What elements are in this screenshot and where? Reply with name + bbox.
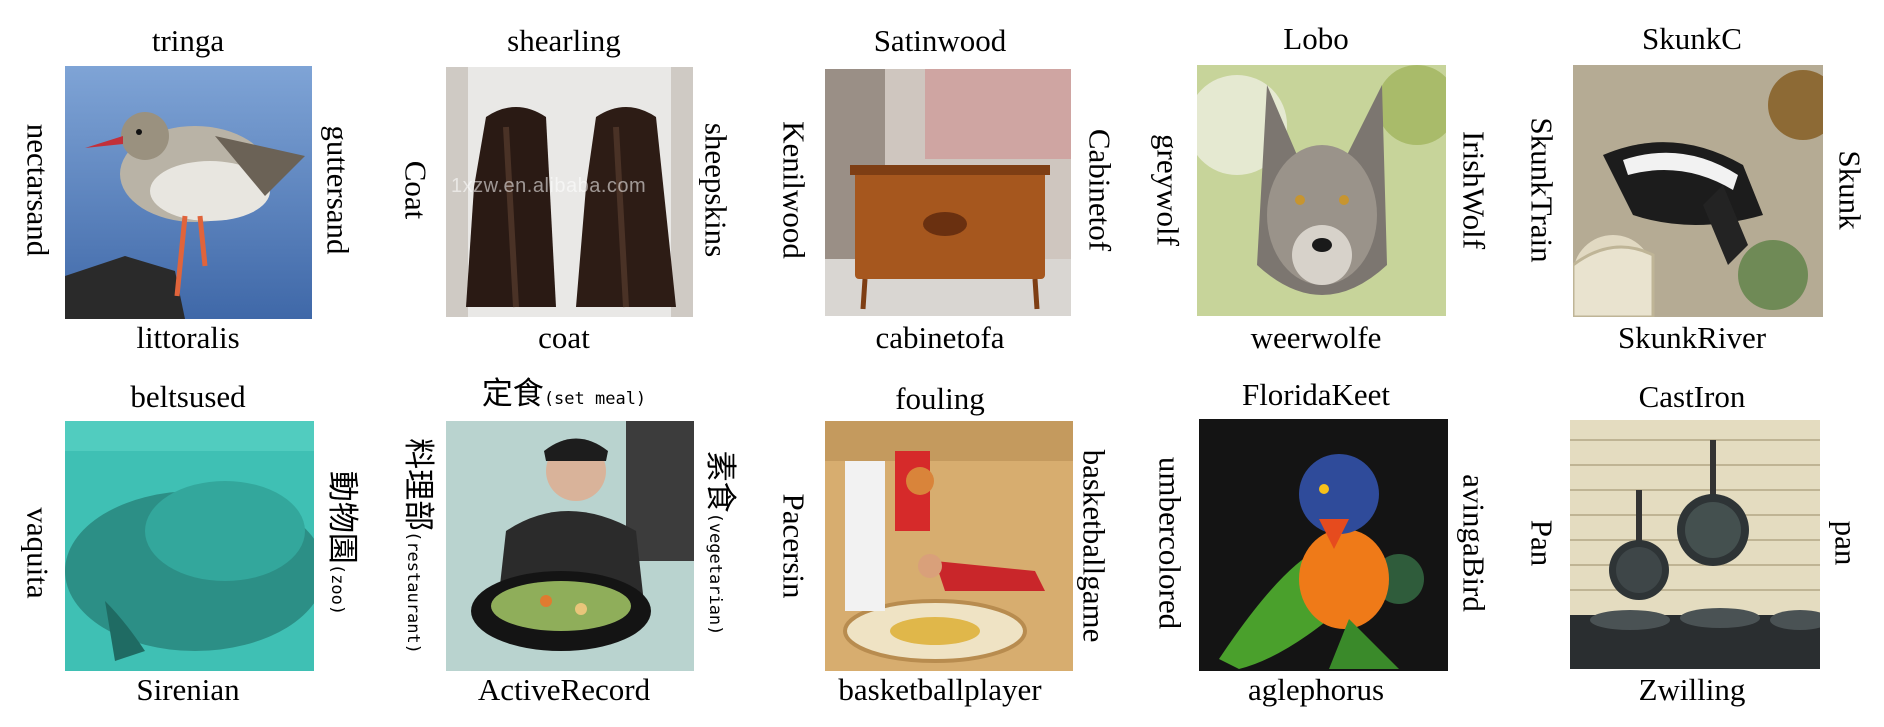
photo-parrot [1199,419,1448,671]
top-label: tringa [151,23,225,58]
photo-skunk [1573,65,1823,317]
grid-cell-bird: tringa littoralis nectarsand guttersand [0,0,376,363]
top-label: FloridaKeet [1241,377,1391,412]
grid-cell-pans: CastIron Zwilling Pan pan [1504,363,1880,726]
bottom-label: aglephorus [1247,672,1385,707]
bottom-label: coat [538,320,590,355]
photo-cabinet [825,69,1071,316]
grid-cell-basketball: fouling basketballplayer Pacersin basket… [752,363,1128,726]
bottom-label: basketballplayer [838,672,1042,707]
top-label: fouling [895,381,985,416]
bottom-label: Zwilling [1638,672,1746,707]
top-label: Satinwood [873,23,1007,58]
bottom-label: Sirenian [136,672,240,707]
bottom-label: ActiveRecord [477,672,651,707]
grid-cell-meal: 定食(set meal) ActiveRecord 料理部(restaurant… [376,363,752,726]
bottom-label: cabinetofa [875,320,1005,355]
photo-basketball [825,421,1073,671]
bottom-label: littoralis [136,320,240,355]
photo-wolf [1197,65,1446,316]
bottom-label: SkunkRiver [1617,320,1767,355]
grid-cell-coat: shearling 1xzw.en.alibaba.com coat Coat … [376,0,752,363]
grid-cell-parrot: FloridaKeet aglephorus umbercolored avin… [1128,363,1504,726]
grid-cell-manatee: beltsused Sirenian vaquita 動物園(zoo) [0,363,376,726]
top-label: beltsused [130,379,246,414]
grid-cell-cabinet: Satinwood cabinetofa Kenilwood Cabinetof [752,0,1128,363]
top-label: Lobo [1283,21,1349,56]
top-label: SkunkC [1642,21,1742,56]
photo-coats: 1xzw.en.alibaba.com [446,67,693,317]
photo-manatee [65,421,314,671]
photo-meal [446,421,694,671]
photo-pans [1570,420,1820,669]
top-label: 定食(set meal) [481,376,647,412]
photo-bird [65,66,312,319]
top-label: shearling [507,23,621,58]
grid-cell-skunk: SkunkC SkunkRiver SkunkTrain Skunk [1504,0,1880,363]
bottom-label: weerwolfe [1250,320,1382,355]
grid-cell-wolf: Lobo weerwolfe greywolf IrishWolf [1128,0,1504,363]
watermark-text: 1xzw.en.alibaba.com [451,175,647,197]
top-label: CastIron [1638,379,1746,414]
